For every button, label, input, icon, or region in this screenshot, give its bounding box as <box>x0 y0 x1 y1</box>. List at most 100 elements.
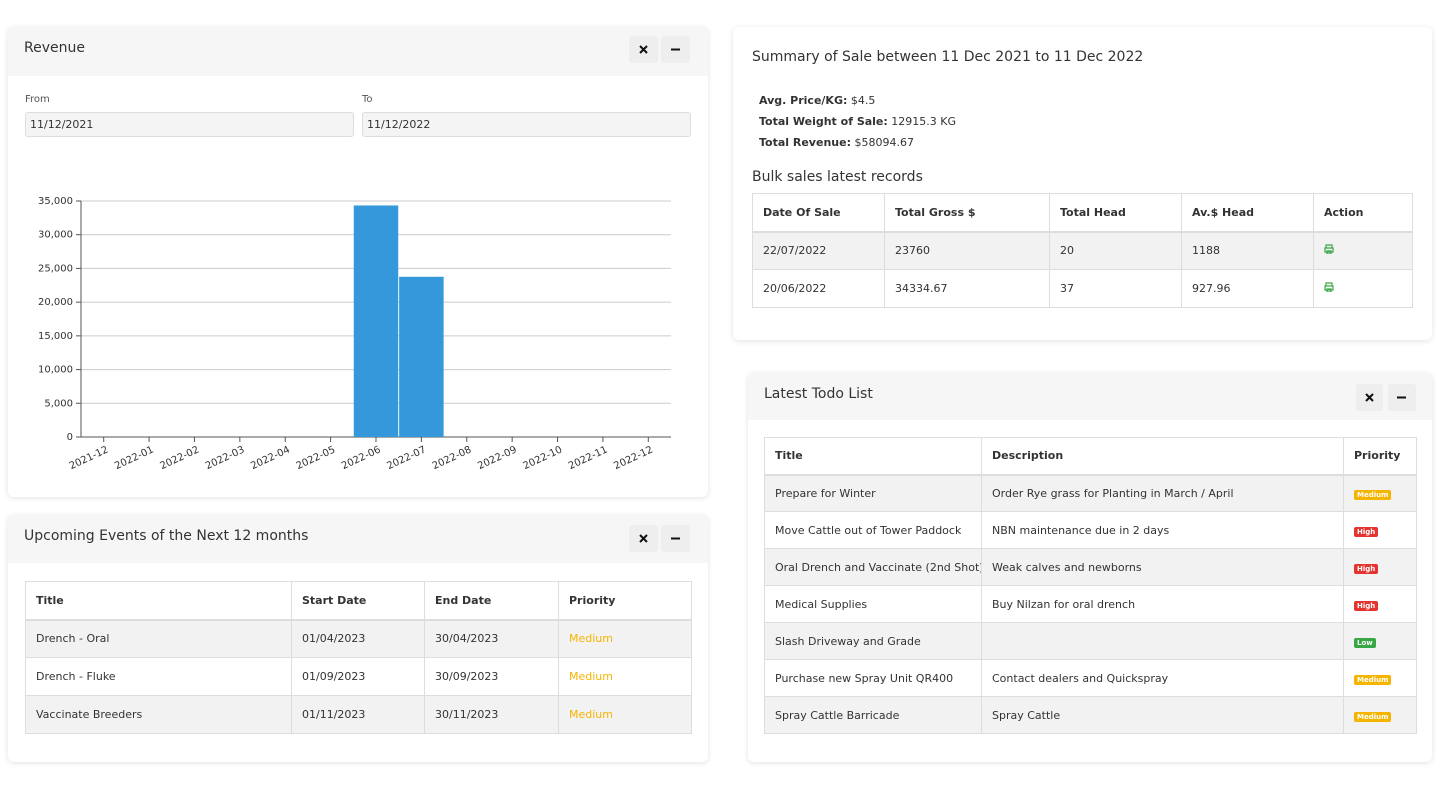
close-button[interactable] <box>629 525 658 552</box>
to-input[interactable]: 11/12/2022 <box>362 112 691 137</box>
todo-panel: Latest Todo List Title Description Priorit… <box>748 373 1432 762</box>
cell: 34334.67 <box>884 269 1050 308</box>
cell-text: Drench - Oral <box>36 632 110 646</box>
x-tick-label: 2022-06 <box>340 444 383 472</box>
stat-label: Total Weight of Sale: <box>759 115 888 128</box>
row: Drench - Oral 01/04/2023 30/04/2023 Medium <box>25 619 692 658</box>
from-label: From <box>25 94 50 105</box>
header-cell: Start Date <box>291 581 425 621</box>
cell: High <box>1343 585 1417 623</box>
x-tick-label: 2022-09 <box>476 444 519 472</box>
row: 22/07/2022 23760 20 1188 <box>752 231 1413 270</box>
cell-text: 01/04/2023 <box>302 632 366 646</box>
cell: Drench - Fluke <box>25 657 292 696</box>
y-tick-label: 5,000 <box>44 398 73 409</box>
cell-text: 30/09/2023 <box>435 670 499 683</box>
cell-text: Order Rye grass for Planting in March / … <box>992 486 1234 500</box>
x-tick-label: 2022-08 <box>431 444 474 472</box>
icon-shape <box>1324 282 1334 293</box>
section-title: Bulk sales latest records <box>752 169 923 185</box>
print-icon[interactable] <box>1324 282 1334 293</box>
cell-text: 30/11/2023 <box>435 708 499 721</box>
cell-text: Drench - Fluke <box>36 670 116 683</box>
row: Slash Driveway and Grade Low <box>764 622 1417 660</box>
y-tick-label: 25,000 <box>38 263 73 274</box>
header-cell: Priority <box>558 581 692 621</box>
cell-text: Contact dealers and Quickspray <box>992 671 1169 685</box>
cell-text: Vaccinate Breeders <box>36 708 143 721</box>
events-table: Title Start Date End Date Priority Drench - … <box>25 581 692 734</box>
y-tick-label: 20,000 <box>38 297 73 308</box>
cell: NBN maintenance due in 2 days <box>981 511 1344 549</box>
cell: Medium <box>1343 659 1417 697</box>
cell-text: Prepare for Winter <box>775 486 876 500</box>
x-tick-label: 2022-11 <box>567 444 610 472</box>
cell: 22/07/2022 <box>752 231 885 270</box>
cell: 01/09/2023 <box>291 657 425 696</box>
minimize-button[interactable] <box>1388 384 1416 411</box>
cell <box>1313 231 1413 270</box>
header-row: Title Description Priority <box>764 437 1417 476</box>
events-panel: Upcoming Events of the Next 12 months Ti… <box>8 515 708 762</box>
stat-line: Total Revenue: $58094.67 <box>759 136 914 149</box>
row: Vaccinate Breeders 01/11/2023 30/11/2023 Me… <box>25 695 692 734</box>
minimize-button[interactable] <box>661 525 690 552</box>
print-icon[interactable] <box>1324 244 1334 255</box>
panel-header <box>8 27 708 76</box>
from-input[interactable]: 11/12/2021 <box>25 112 354 137</box>
cell: Buy Nilzan for oral drench <box>981 585 1344 623</box>
cell: 1188 <box>1181 231 1314 270</box>
cell-text: 927.96 <box>1192 282 1231 295</box>
cell: Drench - Oral <box>25 619 292 658</box>
priority-badge: Low <box>1354 637 1376 648</box>
cell: Medical Supplies <box>764 585 982 623</box>
x-tick-label: 2022-01 <box>113 444 156 472</box>
priority-text: Medium <box>569 670 613 683</box>
close-button[interactable] <box>629 36 658 63</box>
stat-label: Avg. Price/KG: <box>759 94 848 107</box>
cell-text: Buy Nilzan for oral drench <box>992 597 1136 611</box>
revenue-panel: Revenue From 11/12/2021 To 11/12/2022 0 5… <box>8 27 708 497</box>
row: Oral Drench and Vaccinate (2nd Shot) Weak… <box>764 548 1417 586</box>
row: Prepare for Winter Order Rye grass for Pl… <box>764 474 1417 512</box>
close-button[interactable] <box>1356 384 1383 411</box>
cell-text: Spray Cattle Barricade <box>775 708 900 722</box>
cell-text: Purchase new Spray Unit QR400 <box>775 671 954 685</box>
cell: High <box>1343 548 1417 586</box>
y-tick-label: 0 <box>67 432 73 443</box>
cell: Medium <box>1343 474 1417 512</box>
panel-title: Upcoming Events of the Next 12 months <box>24 528 309 544</box>
x-tick-label: 2022-12 <box>612 444 655 472</box>
cell <box>1313 269 1413 308</box>
x-tick-label: 2022-03 <box>204 444 247 472</box>
stat-value: 12915.3 KG <box>891 115 957 128</box>
cell: 30/09/2023 <box>424 657 559 696</box>
cell-text: Slash Driveway and Grade <box>775 634 921 648</box>
cell-text: NBN maintenance due in 2 days <box>992 523 1170 537</box>
panel-header <box>748 373 1432 420</box>
minimize-button[interactable] <box>661 36 690 63</box>
header-cell: Action <box>1313 193 1413 233</box>
cell-text: Move Cattle out of Tower Paddock <box>775 523 962 537</box>
cell-text: 22/07/2022 <box>763 244 827 258</box>
cell: 927.96 <box>1181 269 1314 308</box>
header-cell: Av.$ Head <box>1181 193 1314 233</box>
cell: Weak calves and newborns <box>981 548 1344 586</box>
cell: Spray Cattle Barricade <box>764 696 982 734</box>
header-cell: Title <box>25 581 292 621</box>
stat-value: $4.5 <box>850 94 876 107</box>
cell: Medium <box>558 657 692 696</box>
cell <box>981 622 1344 660</box>
row: Drench - Fluke 01/09/2023 30/09/2023 Medium <box>25 657 692 696</box>
stat-label: Total Revenue: <box>759 136 851 149</box>
cell: Order Rye grass for Planting in March / … <box>981 474 1344 512</box>
x-tick-label: 2022-07 <box>385 444 428 472</box>
cell-text: Weak calves and newborns <box>992 560 1142 574</box>
x-tick-label: 2022-02 <box>158 444 201 472</box>
header-cell: Total Gross $ <box>884 193 1050 233</box>
bar <box>353 205 399 437</box>
cell-text: 1188 <box>1192 244 1220 258</box>
priority-text: Medium <box>569 708 613 721</box>
cell-text: Oral Drench and Vaccinate (2nd Shot) <box>775 560 982 574</box>
